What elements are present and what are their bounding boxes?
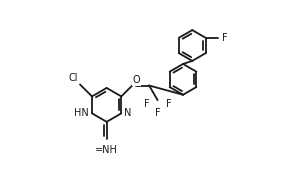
Text: F: F [222,33,228,43]
Text: =NH: =NH [95,145,118,155]
Text: O: O [133,75,141,85]
Text: Cl: Cl [68,73,78,83]
Text: F: F [155,108,160,118]
Text: F: F [144,99,149,109]
Text: HN: HN [74,108,89,118]
Text: N: N [124,108,131,118]
Text: F: F [166,99,172,109]
